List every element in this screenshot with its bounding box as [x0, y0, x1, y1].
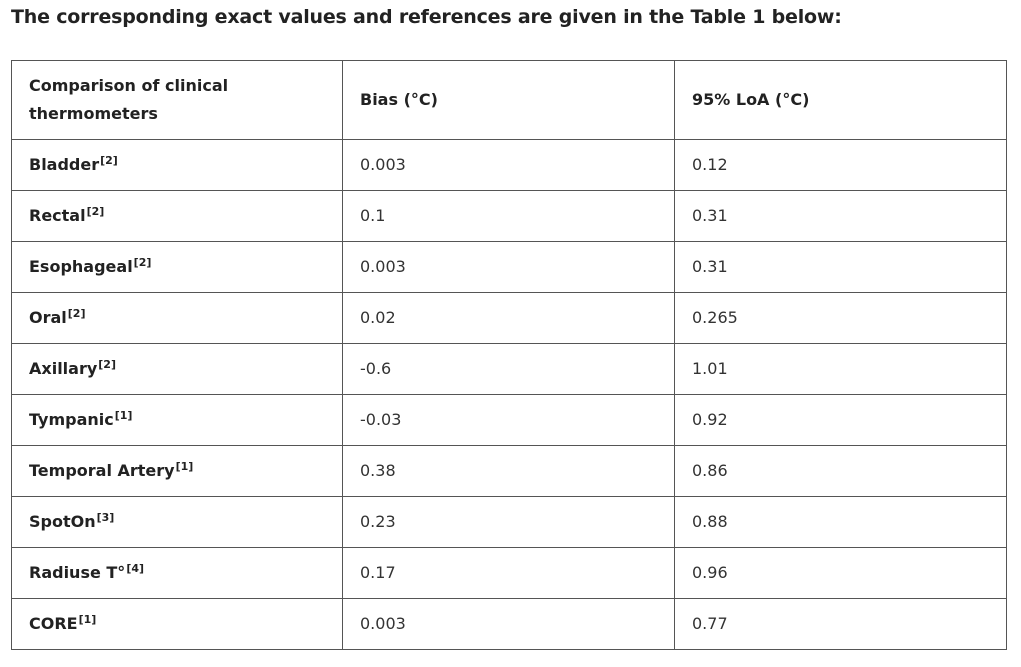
table-row: Oral[2] 0.02 0.265: [11, 292, 1007, 344]
thermometer-name-cell: CORE[1]: [11, 598, 343, 650]
loa-value: 0.88: [674, 496, 1007, 548]
bias-value: 0.003: [342, 139, 675, 191]
intro-text: The corresponding exact values and refer…: [11, 6, 842, 28]
table-row: SpotOn[3] 0.23 0.88: [11, 496, 1007, 548]
thermometer-name: Radiuse T°: [29, 563, 126, 582]
loa-value: 0.77: [674, 598, 1007, 650]
bias-value: 0.23: [342, 496, 675, 548]
thermometer-name: Temporal Artery: [29, 461, 175, 480]
loa-value: 0.92: [674, 394, 1007, 446]
header-bias: Bias (°C): [342, 60, 675, 140]
bias-value: 0.02: [342, 292, 675, 344]
header-comparison: Comparison of clinical thermometers: [11, 60, 343, 140]
reference-link[interactable]: [3]: [96, 511, 115, 524]
thermometer-name: CORE: [29, 614, 78, 633]
bias-value: 0.003: [342, 598, 675, 650]
thermometer-name: Oral: [29, 308, 67, 327]
reference-link[interactable]: [2]: [98, 358, 116, 371]
reference-link[interactable]: [2]: [100, 154, 118, 167]
table-row: Esophageal[2] 0.003 0.31: [11, 241, 1007, 293]
bias-value: 0.1: [342, 190, 675, 242]
thermometer-name: Axillary: [29, 359, 98, 378]
thermometer-name: SpotOn: [29, 512, 96, 531]
thermometer-name: Bladder: [29, 155, 100, 174]
thermometer-name-cell: Temporal Artery[1]: [11, 445, 343, 497]
reference-link[interactable]: [1]: [114, 409, 133, 422]
reference-link[interactable]: [2]: [67, 307, 86, 320]
table-row: Rectal[2] 0.1 0.31: [11, 190, 1007, 242]
thermometer-name-cell: Radiuse T°[4]: [11, 547, 343, 599]
loa-value: 0.12: [674, 139, 1007, 191]
thermometer-name-cell: Rectal[2]: [11, 190, 343, 242]
bias-value: -0.03: [342, 394, 675, 446]
reference-link[interactable]: [2]: [86, 205, 105, 218]
thermometer-comparison-table: Comparison of clinical thermometers Bias…: [11, 60, 1007, 650]
table-header-row: Comparison of clinical thermometers Bias…: [11, 60, 1007, 140]
thermometer-name: Esophageal: [29, 257, 133, 276]
loa-value: 0.96: [674, 547, 1007, 599]
loa-value: 0.31: [674, 190, 1007, 242]
reference-link[interactable]: [4]: [126, 562, 145, 575]
table-row: CORE[1] 0.003 0.77: [11, 598, 1007, 650]
thermometer-name: Rectal: [29, 206, 86, 225]
loa-value: 1.01: [674, 343, 1007, 395]
thermometer-name: Tympanic: [29, 410, 114, 429]
table-row: Temporal Artery[1] 0.38 0.86: [11, 445, 1007, 497]
table-row: Radiuse T°[4] 0.17 0.96: [11, 547, 1007, 599]
bias-value: -0.6: [342, 343, 675, 395]
table-row: Axillary[2] -0.6 1.01: [11, 343, 1007, 395]
thermometer-name-cell: Oral[2]: [11, 292, 343, 344]
table-row: Tympanic[1] -0.03 0.92: [11, 394, 1007, 446]
reference-link[interactable]: [1]: [175, 460, 194, 473]
thermometer-name-cell: Tympanic[1]: [11, 394, 343, 446]
loa-value: 0.265: [674, 292, 1007, 344]
thermometer-name-cell: SpotOn[3]: [11, 496, 343, 548]
loa-value: 0.86: [674, 445, 1007, 497]
bias-value: 0.003: [342, 241, 675, 293]
thermometer-name-cell: Esophageal[2]: [11, 241, 343, 293]
thermometer-name-cell: Axillary[2]: [11, 343, 343, 395]
loa-value: 0.31: [674, 241, 1007, 293]
bias-value: 0.17: [342, 547, 675, 599]
table-row: Bladder[2] 0.003 0.12: [11, 139, 1007, 191]
bias-value: 0.38: [342, 445, 675, 497]
reference-link[interactable]: [2]: [133, 256, 152, 269]
thermometer-name-cell: Bladder[2]: [11, 139, 343, 191]
reference-link[interactable]: [1]: [78, 613, 97, 626]
header-loa: 95% LoA (°C): [674, 60, 1007, 140]
